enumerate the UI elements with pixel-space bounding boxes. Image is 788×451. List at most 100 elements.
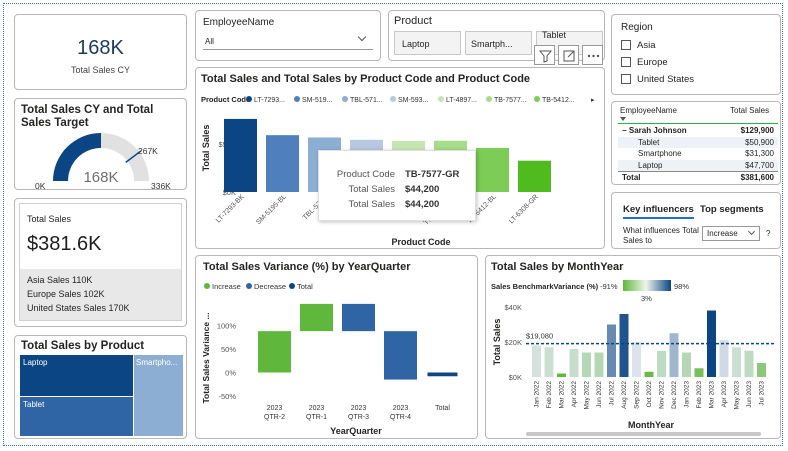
benchmark-legend-max: 98%: [674, 282, 689, 291]
product-code-bar[interactable]: [266, 135, 299, 192]
table-row[interactable]: Total $381,600: [618, 171, 778, 182]
product-code-bar[interactable]: [518, 160, 551, 192]
region-checkbox-us[interactable]: [621, 74, 631, 84]
treemap-tile-tablet[interactable]: Tablet: [20, 397, 133, 436]
variance-bar[interactable]: [427, 372, 458, 377]
key-influencers-card[interactable]: Key influencers Top segments What influe…: [611, 192, 781, 249]
variance-chart-title: Total Sales Variance (%) by YearQuarter: [203, 261, 411, 273]
monthyear-bar[interactable]: [732, 347, 741, 377]
employee-slicer[interactable]: EmployeeName All: [195, 10, 381, 61]
treemap-card[interactable]: Total Sales by Product Laptop Tablet Sma…: [14, 335, 187, 439]
monthyear-bar[interactable]: [644, 371, 654, 377]
monthyear-bar[interactable]: [682, 352, 691, 378]
variance-xtick: QTR-3: [348, 414, 369, 421]
monthyear-bar[interactable]: [569, 349, 579, 377]
focus-mode-icon[interactable]: [558, 45, 579, 65]
multirow-row-europe: Europe Sales 102K: [27, 289, 105, 299]
monthyear-chart: Sales BenchmarkVariance (%) -91% 98% 3% …: [491, 280, 776, 436]
tab-top-segments[interactable]: Top segments: [700, 204, 764, 215]
treemap-tile-laptop[interactable]: Laptop: [20, 355, 133, 396]
tooltip-value-2: $44,200: [405, 184, 440, 195]
region-option-asia: Asia: [637, 40, 656, 51]
tooltip-key-1: Product Code: [336, 169, 395, 180]
filter-icon[interactable]: [534, 45, 555, 65]
product-code-bar[interactable]: [476, 147, 509, 192]
legend-label: LT-7293...: [254, 97, 285, 104]
variance-chart-card[interactable]: Total Sales Variance (%) by YearQuarter …: [195, 255, 478, 439]
monthyear-bar[interactable]: [532, 345, 541, 378]
variance-bar[interactable]: [258, 331, 291, 373]
kpi-total-sales-card[interactable]: 168K Total Sales CY: [14, 14, 187, 90]
legend-marker: [246, 96, 252, 102]
multirow-card-header: [20, 204, 181, 269]
legend-label: TB-7577...: [494, 97, 527, 104]
gauge-target-label: 267K: [138, 146, 158, 156]
monthyear-ytick: $40K: [504, 303, 522, 312]
monthyear-xlabel: MonthYear: [628, 420, 675, 430]
monthyear-bar[interactable]: [719, 340, 729, 377]
table-row[interactable]: − Sarah Johnson $129,900: [618, 125, 778, 136]
monthyear-bar[interactable]: [657, 350, 666, 377]
product-tile-smartphone[interactable]: Smartph...: [465, 31, 532, 55]
region-slicer[interactable]: Region Asia Europe United States: [611, 14, 781, 95]
monthyear-chart-card[interactable]: Total Sales by MonthYear Sales Benchmark…: [485, 255, 781, 439]
variance-bar[interactable]: [384, 331, 417, 380]
monthyear-bar[interactable]: [757, 363, 766, 377]
influencer-dropdown[interactable]: Increase: [702, 226, 760, 241]
chevron-down-icon: [747, 227, 756, 236]
gauge-max-label: 336K: [151, 181, 171, 190]
treemap-label-smartphone: Smartpho...: [136, 358, 178, 367]
kpi-label: Total Sales CY: [70, 65, 131, 75]
variance-xtick: Total: [435, 405, 450, 412]
variance-ytick: 50%: [221, 345, 236, 354]
employee-dropdown[interactable]: All: [203, 32, 373, 50]
multirow-card[interactable]: Total Sales $381.6K Asia Sales 110K Euro…: [14, 198, 187, 327]
monthyear-bar[interactable]: [694, 368, 704, 377]
legend-marker: [486, 96, 492, 102]
product-code-bar[interactable]: [224, 118, 257, 192]
monthyear-bar[interactable]: [544, 347, 554, 377]
monthyear-bar[interactable]: [744, 350, 754, 377]
region-checkbox-europe[interactable]: [621, 57, 631, 67]
monthyear-xtick: Dec 2022: [671, 381, 678, 409]
sort-indicator-icon: [620, 117, 626, 121]
monthyear-bar[interactable]: [607, 324, 616, 378]
table-row[interactable]: Tablet $50,900: [618, 136, 778, 148]
monthyear-bar[interactable]: [594, 352, 604, 378]
treemap-label-tablet: Tablet: [23, 400, 45, 409]
tab-key-influencers[interactable]: Key influencers: [623, 204, 694, 215]
variance-ytick: 100%: [217, 322, 237, 331]
monthyear-bar[interactable]: [582, 352, 591, 378]
employee-table-card[interactable]: EmployeeName Total Sales − Sarah Johnson…: [611, 101, 781, 185]
influencer-question: What influences Total Sales to: [623, 226, 699, 245]
tooltip-value-3: $44,200: [405, 199, 440, 210]
table-header-total-sales: Total Sales: [730, 106, 770, 115]
table-cell-name: Laptop: [638, 160, 663, 170]
benchmark-legend-label: Sales BenchmarkVariance (%): [491, 282, 599, 291]
gauge-value-label: 168K: [83, 169, 118, 186]
region-checkbox-asia[interactable]: [621, 40, 631, 50]
tab-active-underline: [623, 217, 694, 219]
legend-label: TB-5412...: [542, 97, 575, 104]
monthyear-bar[interactable]: [557, 373, 566, 378]
monthyear-xtick: Nov 2022: [659, 381, 666, 409]
product-code-xtick: LT-6308-GR: [508, 193, 540, 225]
monthyear-xtick: Aug 2022: [621, 381, 628, 409]
table-row[interactable]: Laptop $47,700: [618, 159, 778, 171]
horizontal-scrollbar[interactable]: [526, 432, 761, 436]
gauge-card[interactable]: Total Sales CY and Total Sales Target 16…: [14, 98, 187, 190]
variance-bar[interactable]: [300, 303, 333, 332]
legend-marker: [342, 96, 348, 102]
product-tile-laptop[interactable]: Laptop: [394, 31, 461, 55]
treemap-tile-smartphone[interactable]: Smartpho...: [134, 355, 183, 436]
monthyear-bar[interactable]: [619, 314, 629, 377]
table-row[interactable]: Smartphone $31,300: [618, 148, 778, 159]
more-options-icon[interactable]: [582, 45, 603, 65]
legend-next-icon[interactable]: ▸: [591, 97, 595, 104]
monthyear-bar[interactable]: [669, 333, 679, 377]
product-code-chart-card[interactable]: Total Sales and Total Sales by Product C…: [195, 67, 605, 249]
help-icon[interactable]: ?: [766, 229, 771, 238]
monthyear-bar[interactable]: [632, 342, 641, 377]
variance-bar[interactable]: [342, 303, 375, 332]
product-tile-tablet-label: Tablet: [542, 30, 567, 40]
